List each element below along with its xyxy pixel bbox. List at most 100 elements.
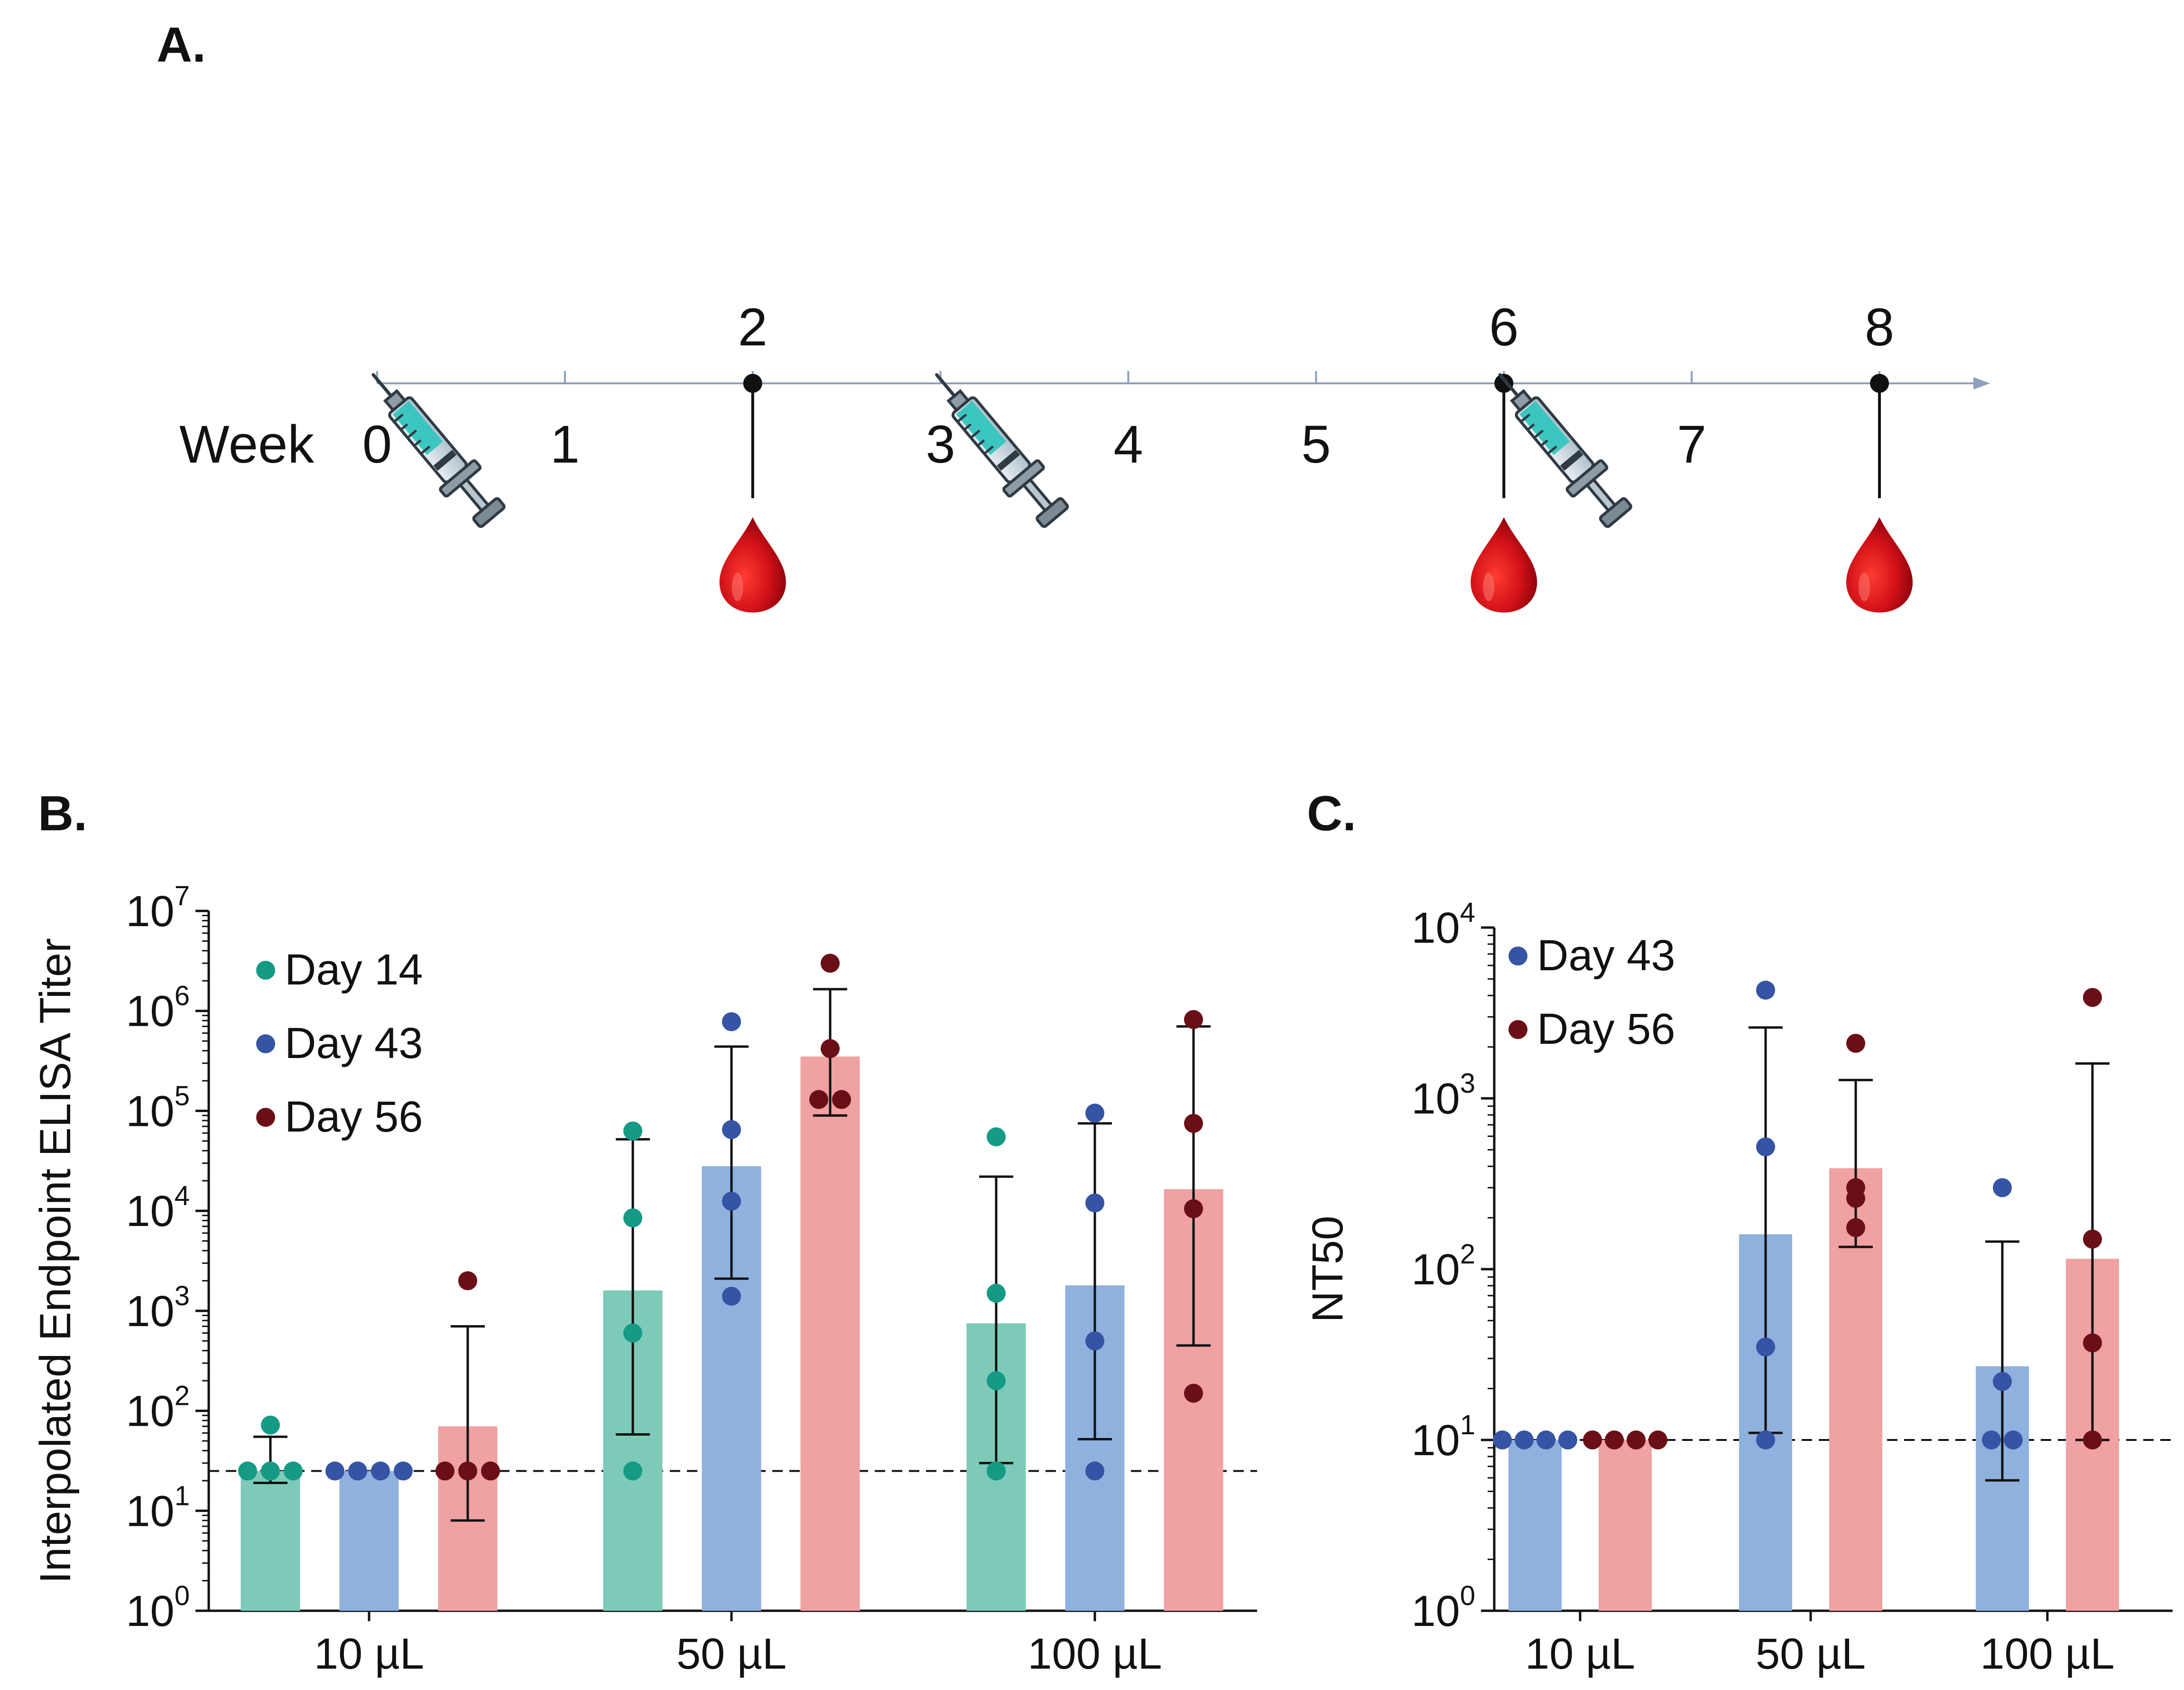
legend-marker (256, 1034, 275, 1053)
data-point (1184, 1384, 1203, 1403)
blood-drop-icon (1471, 517, 1537, 613)
y-tick-label: 106 (126, 981, 190, 1036)
panel-b-elisa-chart: B. 100 101 102 103 104 105 106 107 Interpolated E… (31, 786, 1257, 1678)
data-point (821, 954, 840, 973)
timeline-arrowhead (1973, 377, 1990, 390)
week-label: 0 (362, 415, 392, 474)
legend-entry: Day 56 (1537, 1005, 1675, 1053)
data-point (722, 1287, 741, 1306)
y-tick-label: 102 (1411, 1239, 1475, 1294)
week-label: 5 (1301, 415, 1331, 474)
panel-c-nt50-chart: C. 100 101 102 103 104 NT50 10 µL 50 µL 100 µL Day… (1304, 786, 2173, 1678)
data-point (1493, 1430, 1512, 1449)
week-label: 7 (1677, 415, 1706, 474)
legend-entry: Day 14 (285, 946, 423, 994)
bleed-week-label: 8 (1865, 297, 1894, 357)
legend-marker (256, 961, 275, 980)
data-point (1846, 1178, 1865, 1198)
data-point (832, 1090, 851, 1109)
y-axis-title: Interpolated Endpoint ELISA Titer (31, 938, 80, 1583)
data-point (1583, 1430, 1602, 1449)
data-point (987, 1461, 1006, 1481)
data-point (458, 1271, 477, 1291)
y-tick-label: 101 (1411, 1410, 1475, 1465)
data-point (1756, 980, 1775, 1000)
panel-a-label: A. (157, 18, 206, 73)
data-point (1184, 1199, 1203, 1218)
bar (241, 1471, 300, 1611)
data-point (435, 1461, 454, 1481)
legend-entry: Day 43 (1537, 931, 1675, 980)
week-axis-label: Week (179, 415, 315, 474)
blood-drop-icon (719, 517, 786, 613)
data-point (325, 1461, 344, 1481)
data-point (1536, 1430, 1555, 1449)
category-label: 10 µL (1525, 1630, 1635, 1678)
data-point (987, 1371, 1006, 1391)
data-point (987, 1283, 1006, 1303)
data-point (1756, 1137, 1775, 1157)
data-point (1184, 1010, 1203, 1029)
data-point (623, 1323, 642, 1343)
data-point (2083, 988, 2102, 1007)
data-point (284, 1461, 303, 1481)
data-point (1085, 1461, 1104, 1481)
legend-entry: Day 56 (285, 1093, 423, 1141)
category-label: 100 µL (1027, 1630, 1162, 1678)
data-point (1648, 1430, 1667, 1449)
y-tick-label: 103 (1411, 1068, 1475, 1123)
data-point (1993, 1178, 2012, 1198)
bar (1599, 1440, 1652, 1611)
y-axis-title: NT50 (1304, 1216, 1352, 1323)
data-point (1085, 1104, 1104, 1123)
panel-b-label: B. (38, 786, 87, 841)
data-point (394, 1461, 413, 1481)
data-point (1756, 1430, 1775, 1449)
panel-c-label: C. (1307, 786, 1356, 841)
y-tick-label: 103 (126, 1281, 190, 1336)
data-point (261, 1415, 280, 1435)
data-point (261, 1461, 280, 1481)
blood-drop-icon (1846, 517, 1913, 613)
data-point (1627, 1430, 1646, 1449)
data-point (481, 1461, 500, 1481)
category-label: 10 µL (314, 1630, 424, 1678)
bar (800, 1056, 860, 1611)
data-point (458, 1461, 477, 1481)
y-tick-label: 104 (1411, 897, 1475, 952)
data-point (2083, 1430, 2102, 1449)
week-label: 3 (925, 415, 955, 474)
bar (339, 1471, 399, 1611)
data-point (987, 1127, 1006, 1147)
data-point (1993, 1372, 2012, 1391)
panel-a-timeline: A. Week 0 1 3 4 5 7 2 6 8 (157, 18, 1990, 613)
y-tick-label: 104 (126, 1180, 190, 1235)
data-point (1184, 1114, 1203, 1133)
data-point (1605, 1430, 1624, 1449)
data-point (722, 1120, 741, 1139)
legend-marker (1508, 1020, 1527, 1039)
y-tick-label: 100 (126, 1580, 190, 1635)
data-point (821, 1039, 840, 1059)
data-point (238, 1461, 257, 1481)
data-point (623, 1461, 642, 1481)
y-tick-label: 107 (126, 881, 190, 936)
data-point (1515, 1430, 1534, 1449)
legend-marker (256, 1108, 275, 1127)
data-point (2083, 1333, 2102, 1353)
data-point (348, 1461, 367, 1481)
data-point (1846, 1034, 1865, 1053)
week-label: 4 (1113, 415, 1143, 474)
data-point (722, 1012, 741, 1031)
bar (1508, 1440, 1562, 1611)
category-label: 50 µL (676, 1630, 787, 1678)
data-point (809, 1090, 828, 1109)
data-point (371, 1461, 390, 1481)
y-tick-label: 102 (126, 1381, 190, 1436)
category-label: 50 µL (1756, 1630, 1866, 1678)
data-point (1085, 1331, 1104, 1351)
y-tick-label: 105 (126, 1080, 190, 1135)
data-point (1846, 1218, 1865, 1237)
bleed-week-label: 2 (738, 297, 768, 357)
